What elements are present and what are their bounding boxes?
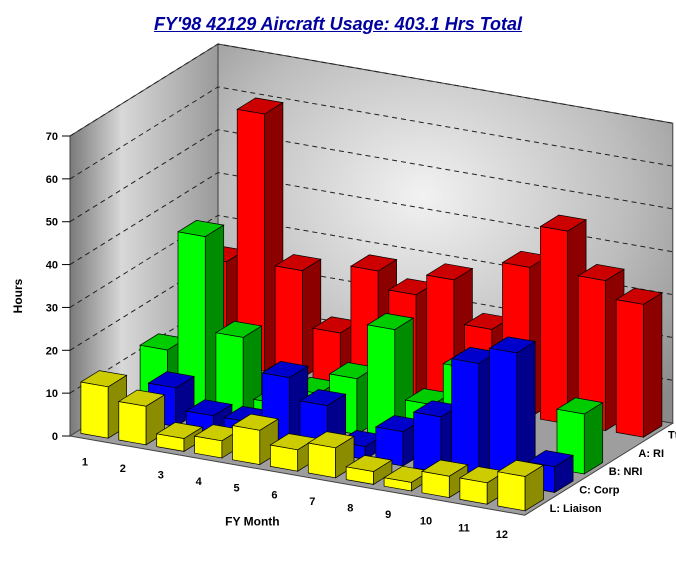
bar xyxy=(615,287,663,438)
x-tick-label: 5 xyxy=(233,483,239,495)
bar-top xyxy=(261,361,309,378)
bar xyxy=(307,431,355,479)
bar-top xyxy=(147,371,196,389)
bar-top xyxy=(496,459,545,477)
chart-title: FY'98 42129 Aircraft Usage: 403.1 Hrs To… xyxy=(153,14,523,34)
series-label: B: NRI xyxy=(609,466,643,478)
bar-side xyxy=(643,292,663,438)
bar xyxy=(458,466,507,505)
bar-top xyxy=(577,264,625,281)
bar-front xyxy=(232,425,261,466)
gridline xyxy=(69,43,673,137)
bar-top xyxy=(425,263,474,281)
y-tick-label: 60 xyxy=(46,174,58,186)
bar xyxy=(214,320,263,416)
bar-front xyxy=(274,265,303,379)
y-tick-label: 20 xyxy=(46,345,58,357)
bar-top xyxy=(526,450,575,468)
x-tick-label: 8 xyxy=(347,503,353,515)
bar-front xyxy=(307,442,336,479)
x-axis-label: FY Month xyxy=(225,515,279,529)
y-tick-label: 50 xyxy=(46,217,58,229)
bar-top xyxy=(349,254,398,272)
bar-top xyxy=(366,313,415,330)
bar xyxy=(345,455,393,486)
gridline xyxy=(69,214,673,308)
bar-top xyxy=(615,287,663,305)
bar-top xyxy=(556,397,604,415)
bar xyxy=(421,459,469,499)
bar-top xyxy=(185,399,233,417)
gridline xyxy=(69,172,673,266)
bar-top xyxy=(421,459,469,477)
series-label: A: RI xyxy=(638,448,664,460)
bar-top xyxy=(488,336,537,354)
bar-top xyxy=(274,254,322,271)
bar-side xyxy=(583,401,604,475)
bar-top xyxy=(345,455,393,472)
x-tick-label: 7 xyxy=(309,496,315,508)
y-tick-label: 30 xyxy=(46,302,58,314)
bar xyxy=(496,459,545,512)
bar-top xyxy=(299,389,347,406)
y-axis-label: Hours xyxy=(11,278,25,313)
gridline xyxy=(69,129,673,223)
y-tick-label: 70 xyxy=(46,131,58,143)
bars xyxy=(79,97,663,512)
bar-top xyxy=(177,220,225,237)
gridline xyxy=(69,86,673,180)
bar-top xyxy=(117,389,166,407)
bar-front xyxy=(451,358,480,480)
bar xyxy=(155,422,204,453)
bar-front xyxy=(80,381,109,439)
x-tick-label: 3 xyxy=(158,470,164,482)
bar xyxy=(117,389,166,446)
bar-top xyxy=(214,320,263,338)
x-tick-label: 12 xyxy=(496,529,508,541)
series-label: Ttl xyxy=(668,429,676,441)
bar-front xyxy=(118,401,147,446)
bar-front xyxy=(615,299,644,438)
bar-top xyxy=(231,413,280,431)
x-tick-label: 2 xyxy=(120,463,126,475)
y-tick-label: 10 xyxy=(46,388,58,400)
series-label: C: Corp xyxy=(579,485,620,497)
x-tick-label: 4 xyxy=(196,476,203,488)
x-tick-label: 11 xyxy=(458,522,470,534)
x-tick-label: 6 xyxy=(271,489,277,501)
bar-front xyxy=(497,471,526,512)
bar-top xyxy=(307,431,355,449)
series-label: L: Liaison xyxy=(550,503,602,515)
y-tick-label: 40 xyxy=(46,260,58,272)
x-tick-label: 10 xyxy=(420,516,432,528)
bar-top xyxy=(539,214,588,232)
x-tick-label: 1 xyxy=(82,456,88,468)
y-tick-label: 0 xyxy=(52,431,58,443)
bar xyxy=(488,336,537,487)
bar-top xyxy=(155,422,204,439)
bar-top xyxy=(79,370,128,388)
bar-top xyxy=(236,97,284,115)
bar-front xyxy=(540,225,569,425)
x-tick-label: 9 xyxy=(385,509,391,521)
